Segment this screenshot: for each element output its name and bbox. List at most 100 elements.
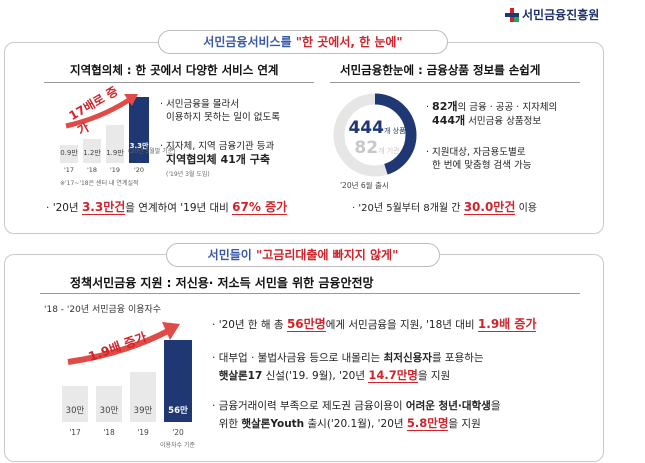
year-19: '19 [109, 166, 121, 174]
section1-right-heading: 서민금융한눈에 : 금융상품 정보를 손쉽게 [340, 63, 541, 77]
left-bullet-2: · 지자체, 지역 금융기관 등과 지역협의체 41개 구축 ('19년 3월 … [160, 141, 275, 178]
section1-title-pre: 서민금융서비스를 [203, 35, 296, 49]
s2-b2-line2-mid: 신설('19. 9월), '20년 [262, 370, 369, 382]
s2-b3-line2-pre: 위한 [218, 418, 242, 430]
left-summary-red2: 67% 증가 [232, 200, 288, 215]
section1-title-quote: "한 곳에서, 한 눈에" [295, 35, 403, 49]
bar-18 [83, 139, 101, 163]
donut-main-num: 444 [348, 118, 384, 138]
right-bullet-1: · 82개의 금융 · 공공 · 지자체의 444개 서민금융 상품정보 [426, 100, 558, 127]
s2-b3-line2-red: 5.8만명 [406, 416, 449, 431]
year-20: '20 [172, 428, 184, 437]
donut-sub-num: 82 [354, 138, 379, 158]
left-bullet-1: · 서민금융을 몰라서 이용하지 못하는 일이 없도록 [160, 99, 280, 123]
s2-b2-line1-post: 를 포용하는 [431, 352, 484, 364]
bar-label-19: 39만 [133, 406, 153, 416]
year-20: '20 [133, 166, 145, 174]
section2-bullet-2: · 대부업 · 불법사금융 등으로 내몰리는 최저신용자를 포용하는 햇살론17… [212, 352, 484, 383]
bar-note-20: 이용자수 기준 [160, 442, 196, 449]
bar-20 [129, 97, 149, 163]
bar-label-20: 56만 [168, 406, 188, 416]
left-summary-red: 3.3만건 [81, 200, 126, 215]
s2-b1-red: 56만명 [286, 317, 326, 332]
section2-title: 서민들이 "고금리대출에 빠지지 않게" [166, 243, 440, 267]
donut-date: '20년 6월 출시 [340, 181, 389, 190]
right-bullet-1-line2-bold: 444개 [432, 114, 466, 127]
right-summary-pre: '20년 5월부터 8개월 간 [358, 203, 464, 214]
divider [330, 82, 580, 83]
right-summary-red: 30.0만건 [463, 200, 516, 215]
bar-label-20: 3.3만 [129, 142, 149, 150]
bar-label-17: 30만 [65, 406, 85, 416]
s2-b1-red2: 1.9배 증가 [477, 317, 537, 332]
section2-title-quote: "고금리대출에 빠지지 않게" [256, 248, 399, 262]
section2-chart-title: '18 - '20년 서민금융 이용자수 [44, 305, 162, 315]
bar-17 [62, 386, 88, 422]
right-summary-post: 이용 [515, 203, 537, 214]
s2-b2-line1-bold: 최저신용자 [383, 352, 432, 364]
right-bullet-1-bold: 82개 [432, 100, 458, 113]
s2-b3-line2-mid: 출시('20.1월), '20년 [304, 418, 407, 430]
bar-note-20: (20년 5월말 기준) [128, 148, 176, 155]
bar-19 [106, 125, 124, 163]
year-17: '17 [63, 166, 75, 174]
donut-main-unit: 개 상품 [383, 127, 406, 135]
s2-b2-line2-post: 을 지원 [417, 370, 451, 382]
growth-arrow-icon [65, 94, 138, 129]
right-summary: · '20년 5월부터 8개월 간 30.0만건 이용 [352, 200, 537, 215]
bar-18 [96, 386, 122, 422]
s2-b3-line1-post: 을 [490, 400, 501, 412]
left-bullet-1-line2: 이용하지 못하는 일이 없도록 [166, 112, 280, 123]
bar-17 [60, 145, 78, 163]
left-summary-pre: '20년 [52, 202, 82, 214]
s2-b2-line1-pre: 대부업 · 불법사금융 등으로 내몰리는 [218, 352, 384, 364]
year-19: '19 [137, 428, 149, 437]
right-bullet-1-rest: 의 금융 · 공공 · 지자체의 [457, 102, 558, 113]
bar-label-17: 0.9만 [60, 149, 78, 157]
users-chart: 30만 30만 39만 56만 [62, 330, 194, 422]
s2-b3-line1-bold: 어려운 청년·대학생 [405, 400, 491, 412]
left-summary-mid: 을 연계하여 '19년 대비 [125, 202, 233, 214]
s2-b1-mid: 에게 서민금융을 지원, '18년 대비 [325, 319, 478, 331]
logo-text: 서민금융진흥원 [522, 8, 600, 22]
section1-title: 서민금융서비스를 "한 곳에서, 한 눈에" [158, 30, 448, 54]
section2-title-pre: 서민들이 [207, 248, 257, 262]
growth-arrow-icon [67, 322, 180, 365]
bar-label-18: 1.2만 [83, 149, 101, 157]
section2-bullet-1: · '20년 한 해 총 56만명에게 서민금융을 지원, '18년 대비 1.… [212, 317, 537, 332]
s2-b3-line2-bold: 햇살론Youth [241, 418, 305, 430]
bar-19 [130, 372, 156, 422]
section2-heading: 정책서민금융 지원 : 저신용· 저소득 서민을 위한 금융안전망 [70, 276, 374, 290]
s2-b3-line1-pre: 금융거래이력 부족으로 제도권 금융이용이 [218, 400, 406, 412]
left-bullet-2-note: ('19년 3월 도입) [166, 171, 210, 178]
divider [40, 293, 580, 294]
right-bullet-1-line2-rest: 서민금융 상품정보 [465, 116, 542, 127]
left-bullet-2-line2: 지역협의체 41개 구축 [166, 153, 270, 166]
left-bullet-2-line1: 지자체, 지역 금융기관 등과 [166, 141, 275, 152]
donut-sub-unit: 개 기관 [378, 147, 400, 155]
s2-b1-pre: '20년 한 해 총 [218, 319, 287, 331]
bar-label-19: 1.9만 [106, 149, 124, 157]
left-bullet-1-line1: 서민금융을 몰라서 [166, 99, 239, 110]
chart-note: ※'17~'18은 센터 내 연계실적 [60, 180, 139, 187]
donut-main: 444개 상품 [342, 118, 412, 138]
divider [44, 82, 314, 83]
logo: 서민금융진흥원 [505, 6, 599, 23]
s2-b2-line2-red: 14.7만명 [368, 368, 418, 383]
right-bullet-2-line1: 지원대상, 자금용도별로 [432, 147, 526, 158]
logo-icon [505, 7, 519, 22]
year-18: '18 [86, 166, 98, 174]
section1-left-heading: 지역협의체 : 한 곳에서 다양한 서비스 연계 [70, 63, 279, 77]
right-bullet-2-line2: 한 번에 맞춤형 검색 가능 [432, 160, 532, 171]
bar-label-18: 30만 [99, 406, 119, 416]
year-17: '17 [69, 428, 81, 437]
left-summary: · '20년 3.3만건을 연계하여 '19년 대비 67% 증가 [46, 200, 288, 215]
bar-20 [164, 340, 192, 422]
local-council-chart: 0.9만 1.2만 1.9만 3.3만 [60, 95, 152, 163]
section1-panel [4, 42, 604, 234]
donut-chart [333, 93, 417, 177]
donut-sub: 82개 기관 [342, 138, 412, 158]
right-bullet-2: · 지원대상, 자금용도별로 한 번에 맞춤형 검색 가능 [426, 147, 532, 171]
s2-b3-line2-post: 을 지원 [448, 418, 481, 430]
s2-b2-line2-bold: 햇살론17 [218, 370, 263, 382]
